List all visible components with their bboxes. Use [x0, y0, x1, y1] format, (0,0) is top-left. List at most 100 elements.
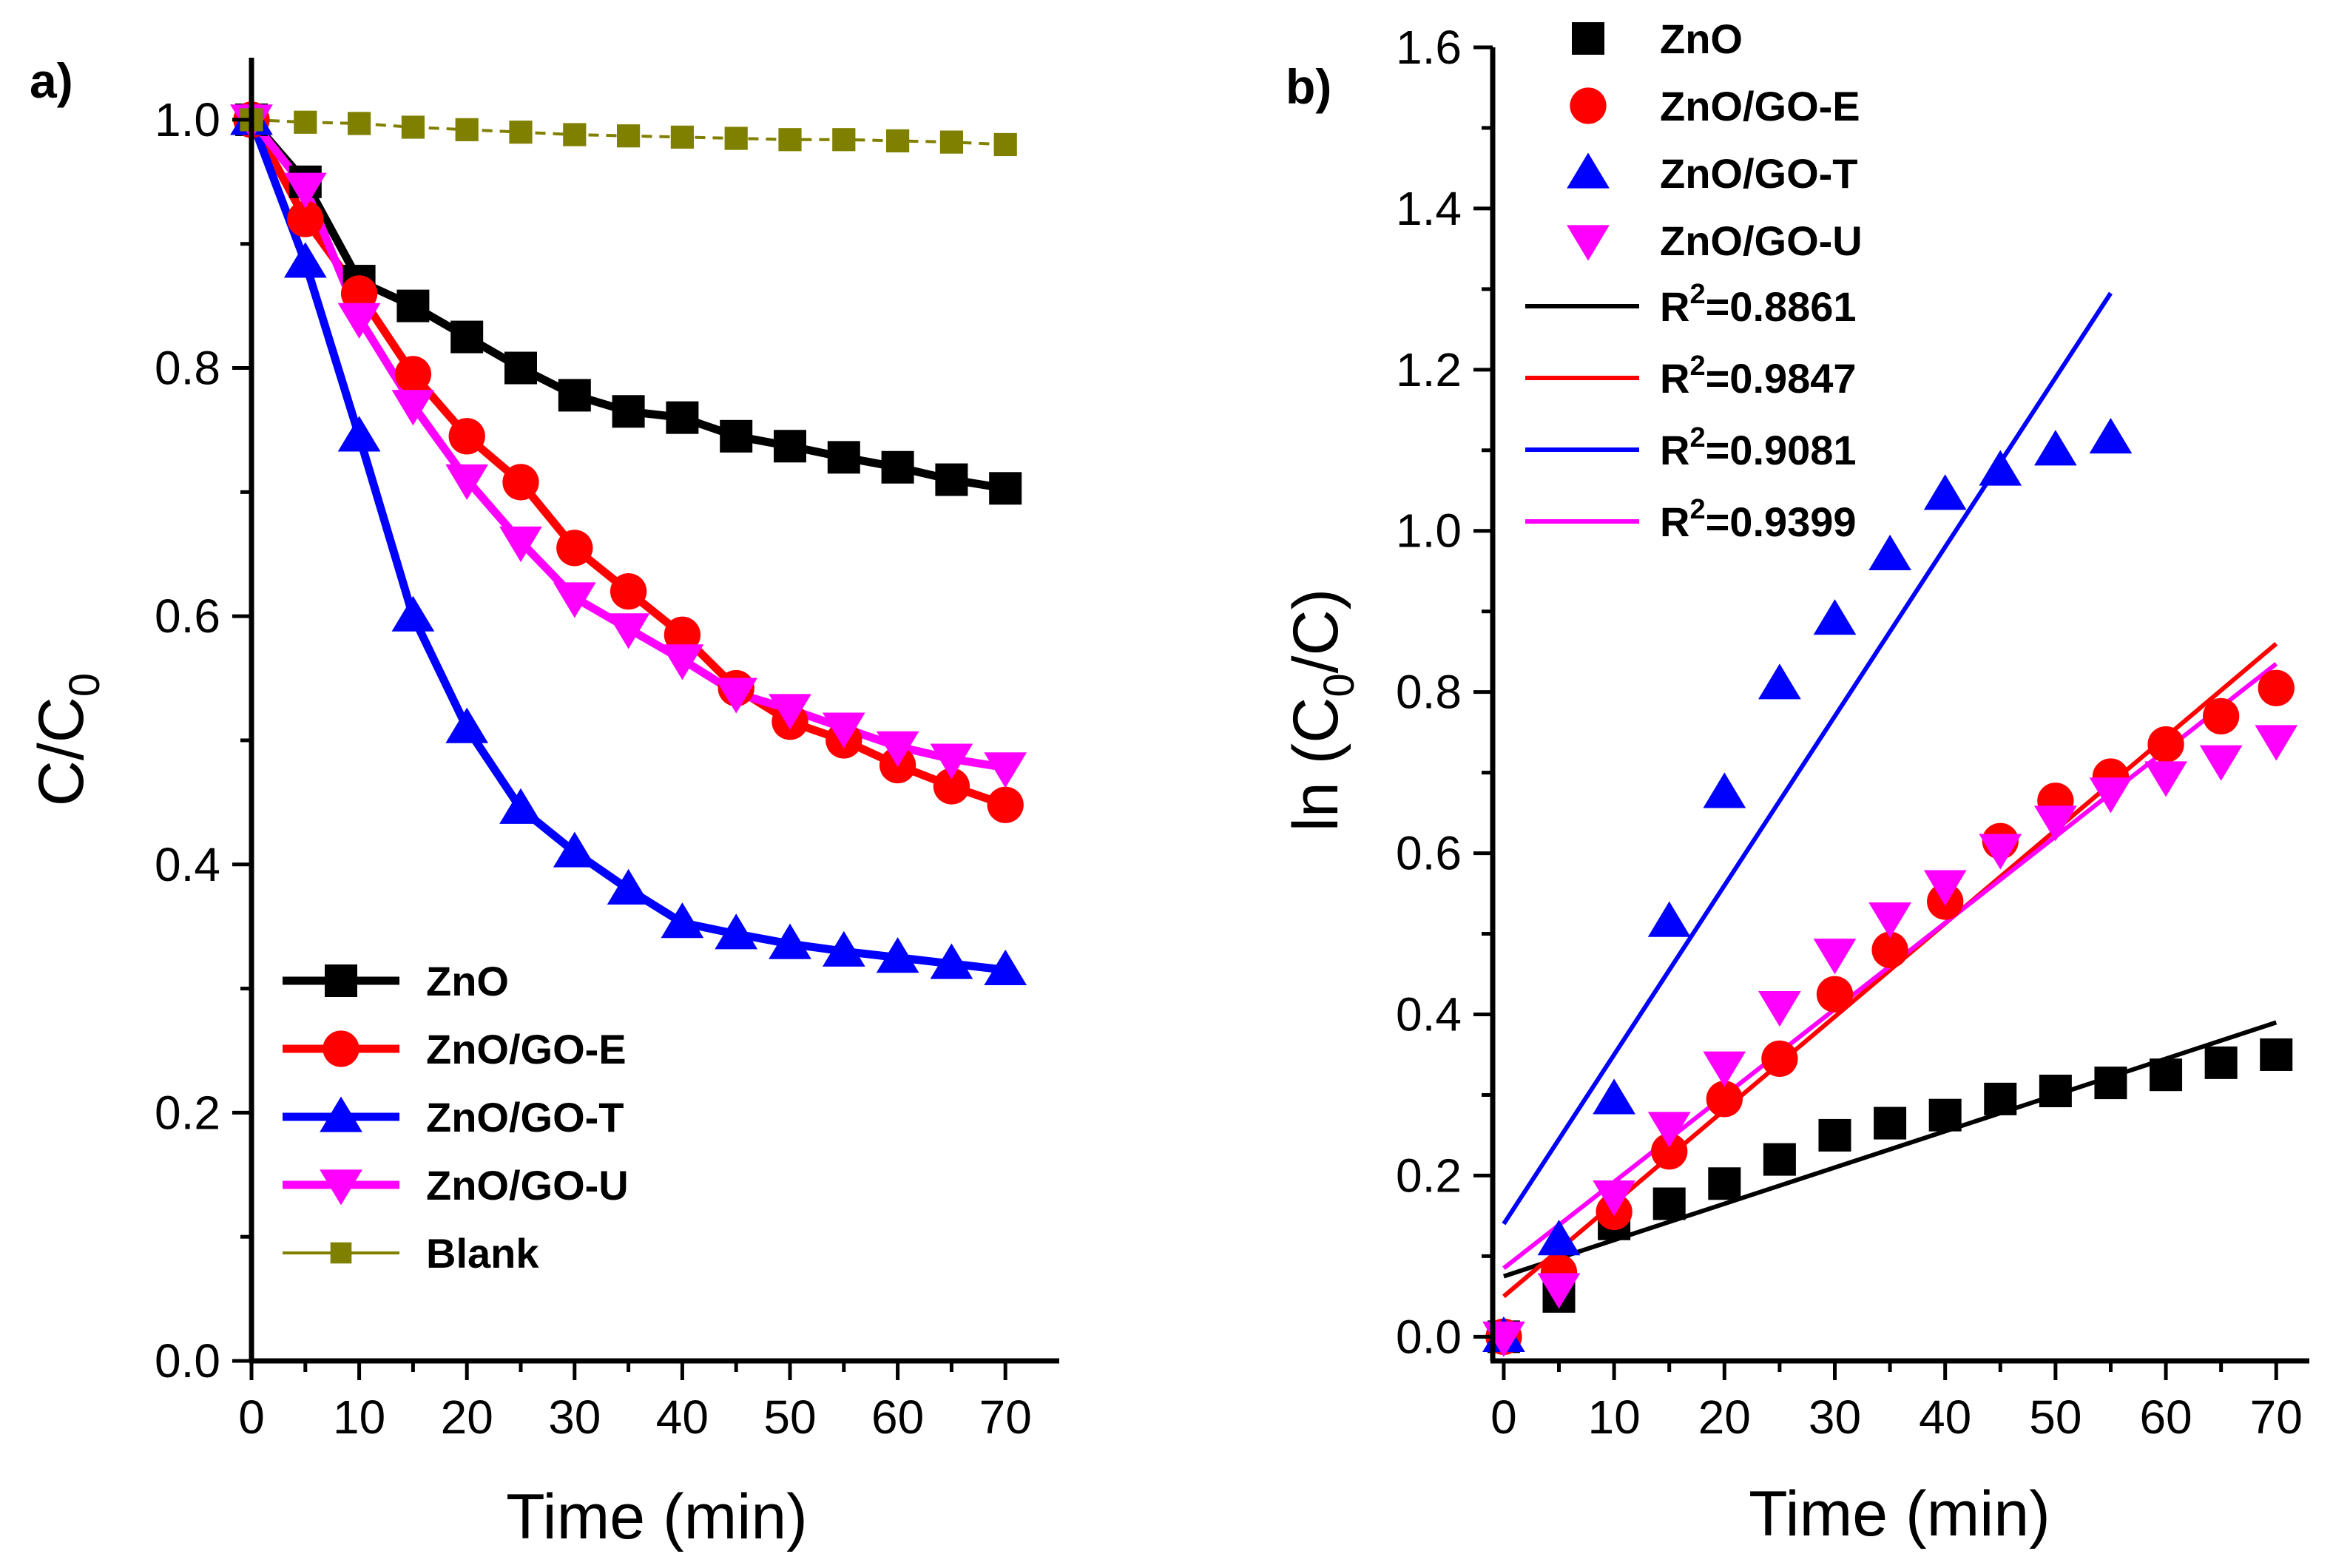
data-point-zno-go-t: [715, 913, 758, 950]
data-point-blank: [778, 128, 802, 152]
a-x-tick-label: 50: [763, 1390, 816, 1444]
data-point-zno-go-t: [1813, 599, 1857, 635]
fit-line: [1502, 291, 2113, 1226]
b-x-tick-label: 20: [1698, 1390, 1751, 1444]
data-point-zno-go-u: [2089, 777, 2133, 814]
a-x-tick-label: 0: [238, 1390, 265, 1444]
data-point-zno-go-e: [664, 616, 701, 653]
legend-label-zno-go-e: ZnO/GO-E: [1660, 83, 1860, 129]
data-point-zno-go-e: [2147, 726, 2184, 763]
b-y-tick-label: 1.0: [1396, 504, 1462, 558]
data-point-zno-go-t: [445, 707, 489, 743]
legend-marker-zno-go-t: [1567, 152, 1610, 189]
data-point-blank: [455, 118, 479, 141]
data-point-zno: [612, 395, 645, 428]
a-y-tick-label: 0.2: [155, 1086, 220, 1139]
panel-a-legend: ZnO ZnO/GO-E ZnO/GO-T ZnO/GO-U Blank: [283, 958, 629, 1277]
data-point-zno: [935, 463, 968, 496]
data-point-zno-go-u: [2199, 745, 2243, 781]
a-x-tick-label: 10: [333, 1390, 385, 1444]
data-point-zno: [666, 401, 699, 434]
panel-b-chart: b) 0 10 20 30 40 50 60 70 0.0 0.2 0.4 0.6 0.8 1.0 1.2…: [1280, 16, 2309, 1550]
panel-b-y-axis-title-pre: ln (C: [1280, 697, 1351, 832]
panel-a-series-lines: [247, 117, 1007, 974]
data-point-zno: [1708, 1167, 1741, 1200]
data-point-zno-go-t: [1758, 663, 1801, 700]
data-point-zno-go-e: [1816, 976, 1854, 1013]
data-point-zno-go-t: [337, 416, 381, 452]
data-point-blank: [993, 132, 1017, 157]
data-point-zno-go-u: [553, 582, 596, 618]
data-point-zno-go-u: [337, 303, 381, 339]
b-x-tick-label: 30: [1809, 1390, 1861, 1444]
data-point-zno-go-u: [1537, 1273, 1581, 1309]
data-point-zno-go-t: [661, 902, 704, 939]
a-y-tick-label: 1.0: [155, 93, 220, 146]
data-point-zno: [827, 441, 860, 474]
data-point-zno-go-u: [1923, 870, 1967, 906]
data-point-zno: [2260, 1038, 2293, 1071]
data-point-zno: [1763, 1143, 1796, 1176]
data-point-zno-go-e: [610, 572, 647, 610]
data-point-blank: [509, 121, 533, 144]
panel-a-chart: a) 0 10 20 30 40 50 60 70 0.0 0.2 0.4 0.6 0.8 1.0 Ti…: [26, 53, 1059, 1552]
legend-fit-label: R2=0.9399: [1660, 494, 1857, 545]
data-point-zno-go-e: [2258, 669, 2295, 706]
panel-a-y-axis-title-main: C/C: [26, 697, 97, 806]
b-x-tick-label: 50: [2029, 1390, 2082, 1444]
data-point-zno: [2204, 1046, 2238, 1079]
data-point-zno-go-u: [769, 694, 811, 730]
fit-line: [1502, 641, 2278, 1299]
data-point-zno-go-e: [502, 464, 539, 501]
data-point-zno: [774, 430, 806, 463]
data-point-zno: [1928, 1098, 1962, 1132]
panel-b-markers: [1482, 417, 2298, 1357]
b-x-tick-label: 40: [1919, 1390, 1971, 1444]
panel-b-axes: [1490, 47, 2309, 1364]
data-point-zno-go-u: [445, 464, 489, 501]
data-point-zno-go-t: [283, 242, 327, 278]
panel-b-fit-lines: [1502, 291, 2278, 1299]
data-point-blank: [401, 115, 425, 139]
legend-marker-zno-go-u: [1567, 225, 1610, 261]
legend-label-zno: ZnO: [426, 958, 509, 1004]
b-y-tick-label: 0.8: [1396, 666, 1462, 719]
data-point-zno: [2150, 1058, 2183, 1092]
data-point-blank: [617, 124, 641, 148]
panel-b-y-axis-title-post: /C): [1280, 589, 1351, 674]
data-point-zno-go-u: [1647, 1112, 1691, 1148]
a-y-tick-label: 0.8: [155, 342, 220, 395]
data-point-zno-go-t: [1923, 474, 1967, 510]
data-point-blank: [670, 125, 694, 149]
legend-label-blank: Blank: [426, 1230, 539, 1277]
data-point-zno-go-t: [2033, 430, 2077, 466]
data-point-zno-go-u: [2144, 761, 2187, 797]
legend-marker-zno: [1572, 22, 1604, 55]
b-y-tick-label: 1.2: [1396, 343, 1462, 396]
data-point-blank: [832, 128, 856, 152]
data-point-zno-go-u: [391, 390, 435, 426]
data-point-zno-go-e: [1706, 1081, 1743, 1118]
data-point-zno-go-e: [933, 768, 970, 805]
data-point-zno-go-e: [287, 200, 324, 237]
legend-label-zno: ZnO: [1660, 16, 1743, 62]
panel-a-markers: [230, 99, 1027, 986]
data-point-zno: [2094, 1067, 2127, 1100]
data-point-zno-go-t: [876, 937, 919, 973]
data-point-zno-go-u: [1758, 990, 1801, 1027]
data-point-zno: [2039, 1074, 2072, 1107]
panel-b-legend: ZnO ZnO/GO-E ZnO/GO-T ZnO/GO-U R2=0.8861 R2=0…: [1525, 16, 1863, 545]
data-point-zno-go-u: [1703, 1051, 1746, 1087]
a-x-tick-label: 20: [441, 1390, 493, 1444]
data-point-zno-go-u: [822, 712, 865, 748]
panel-b-label: b): [1286, 59, 1331, 114]
b-y-tick-label: 0.6: [1396, 827, 1462, 880]
data-point-zno-go-t: [2089, 417, 2133, 454]
data-point-zno-go-e: [394, 356, 432, 393]
legend-label-zno-go-u: ZnO/GO-U: [426, 1162, 629, 1209]
a-y-tick-label: 0.4: [155, 838, 220, 891]
panel-b-x-ticks: 0 10 20 30 40 50 60 70: [1490, 1361, 2303, 1444]
data-point-zno-go-u: [283, 172, 327, 209]
data-point-blank: [886, 129, 910, 153]
legend-label-zno-go-u: ZnO/GO-U: [1660, 217, 1863, 264]
